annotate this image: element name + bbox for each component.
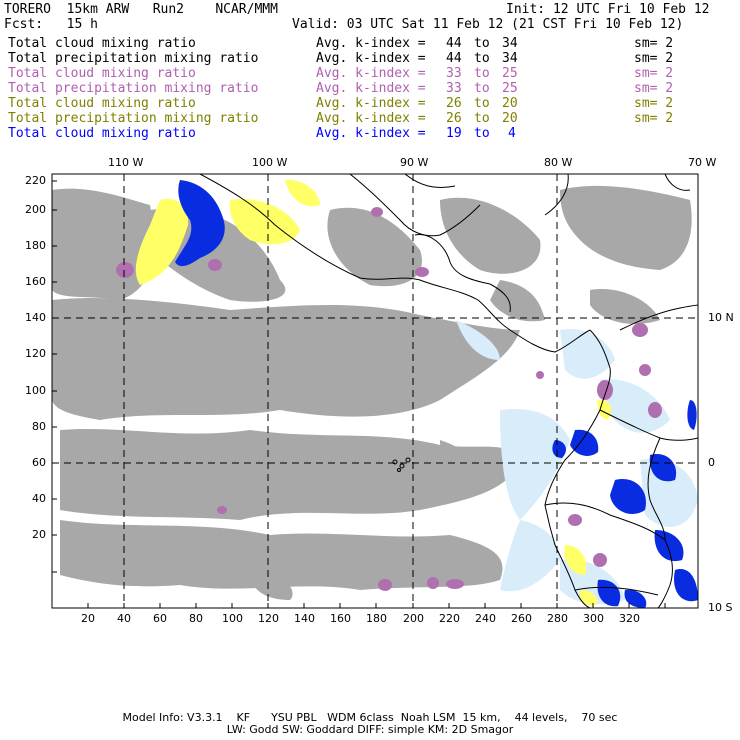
y-tick-label: 120 <box>25 347 46 360</box>
x-tick-label: 60 <box>153 612 167 625</box>
k-index-to-word: to <box>474 66 490 81</box>
axis-tick-marks <box>52 180 666 608</box>
smoothing: sm= 2 <box>634 66 674 81</box>
y-tick-label: 140 <box>25 311 46 324</box>
y-tick-label: 100 <box>25 384 46 397</box>
x-tick-label: 280 <box>547 612 568 625</box>
lat-lon-grid <box>52 174 698 608</box>
x-tick-label: 80 <box>189 612 203 625</box>
model-title: TORERO 15km ARW Run2 NCAR/MMM <box>4 2 278 17</box>
y-tick-label: 40 <box>32 492 46 505</box>
x-tick-label: 240 <box>475 612 496 625</box>
y-tick-label: 180 <box>25 239 46 252</box>
model-info: Model Info: V3.3.1 KF YSU PBL WDM 6class… <box>122 711 618 724</box>
y-tick-label: 60 <box>32 456 46 469</box>
cloud-mixing-ratio-shading <box>52 185 692 600</box>
y-tick-label: 20 <box>32 528 46 541</box>
k-index-from: 33 <box>446 81 462 96</box>
field-name: Total cloud mixing ratio <box>8 36 196 51</box>
smoothing: sm= 2 <box>634 111 674 126</box>
field-row: Total cloud mixing ratio Avg. k-index = … <box>0 36 740 51</box>
field-row: Total cloud mixing ratio Avg. k-index = … <box>0 96 740 111</box>
physics-info: LW: Godd SW: Goddard DIFF: simple KM: 2D… <box>226 723 514 736</box>
field-name: Total cloud mixing ratio <box>8 96 196 111</box>
smoothing: sm= 2 <box>634 96 674 111</box>
lon-label: 70 W <box>688 156 717 169</box>
x-tick-label: 220 <box>439 612 460 625</box>
valid-time: Valid: 03 UTC Sat 11 Feb 12 (21 CST Fri … <box>292 17 684 32</box>
k-index-from: 26 <box>446 96 462 111</box>
lon-label: 100 W <box>252 156 288 169</box>
k-index-to: 4 <box>508 126 516 141</box>
k-index-label: Avg. k-index = <box>316 51 426 66</box>
x-tick-label: 320 <box>619 612 640 625</box>
y-tick-label: 160 <box>25 275 46 288</box>
lon-label: 90 W <box>400 156 429 169</box>
field-name: Total precipitation mixing ratio <box>8 51 259 66</box>
x-tick-label: 160 <box>330 612 351 625</box>
y-tick-label: 80 <box>32 420 46 433</box>
k-index-to-word: to <box>474 126 490 141</box>
k-index-to-word: to <box>474 51 490 66</box>
y-tick-label: 200 <box>25 203 46 216</box>
field-row: Total cloud mixing ratio Avg. k-index = … <box>0 66 740 81</box>
k-index-to: 20 <box>502 96 518 111</box>
k-index-to-word: to <box>474 36 490 51</box>
k-index-from: 44 <box>446 51 462 66</box>
k-index-to: 20 <box>502 111 518 126</box>
k-index-to: 34 <box>502 36 518 51</box>
x-tick-label: 40 <box>117 612 131 625</box>
init-time: Init: 12 UTC Fri 10 Feb 12 <box>506 2 710 17</box>
k-index-label: Avg. k-index = <box>316 81 426 96</box>
k-index-from: 19 <box>446 126 462 141</box>
lat-label: 10 S <box>708 601 733 614</box>
field-name: Total cloud mixing ratio <box>8 66 196 81</box>
coastlines <box>199 174 698 608</box>
smoothing: sm= 2 <box>634 51 674 66</box>
x-tick-label: 120 <box>258 612 279 625</box>
x-tick-label: 140 <box>294 612 315 625</box>
k-index-from: 44 <box>446 36 462 51</box>
lon-label: 80 W <box>544 156 573 169</box>
x-tick-label: 300 <box>583 612 604 625</box>
x-tick-label: 260 <box>511 612 532 625</box>
field-row: Total precipitation mixing ratio Avg. k-… <box>0 51 740 66</box>
x-tick-label: 180 <box>366 612 387 625</box>
smoothing: sm= 2 <box>634 36 674 51</box>
map-layers <box>52 174 698 608</box>
precipitation-shading-yellow <box>135 179 612 606</box>
k-index-label: Avg. k-index = <box>316 126 426 141</box>
smoothing: sm= 2 <box>634 81 674 96</box>
k-index-to: 25 <box>502 66 518 81</box>
lat-label: 0 <box>708 456 715 469</box>
precipitation-shading-purple <box>116 207 662 591</box>
k-index-to-word: to <box>474 96 490 111</box>
field-name: Total precipitation mixing ratio <box>8 111 259 126</box>
field-name: Total cloud mixing ratio <box>8 126 196 141</box>
k-index-to: 25 <box>502 81 518 96</box>
x-tick-label: 100 <box>222 612 243 625</box>
k-index-label: Avg. k-index = <box>316 36 426 51</box>
field-row: Total cloud mixing ratio Avg. k-index = … <box>0 126 740 141</box>
field-name: Total precipitation mixing ratio <box>8 81 259 96</box>
forecast-hour: Fcst: 15 h <box>4 17 98 32</box>
k-index-label: Avg. k-index = <box>316 111 426 126</box>
k-index-label: Avg. k-index = <box>316 96 426 111</box>
x-tick-label: 200 <box>403 612 424 625</box>
field-row: Total precipitation mixing ratio Avg. k-… <box>0 81 740 96</box>
field-row: Total precipitation mixing ratio Avg. k-… <box>0 111 740 126</box>
lon-label: 110 W <box>108 156 144 169</box>
k-index-from: 33 <box>446 66 462 81</box>
lat-label: 10 N <box>708 311 734 324</box>
k-index-from: 26 <box>446 111 462 126</box>
k-index-to-word: to <box>474 111 490 126</box>
y-tick-label: 220 <box>25 174 46 187</box>
k-index-to-word: to <box>474 81 490 96</box>
k-index-to: 34 <box>502 51 518 66</box>
x-tick-label: 20 <box>81 612 95 625</box>
k-index-label: Avg. k-index = <box>316 66 426 81</box>
